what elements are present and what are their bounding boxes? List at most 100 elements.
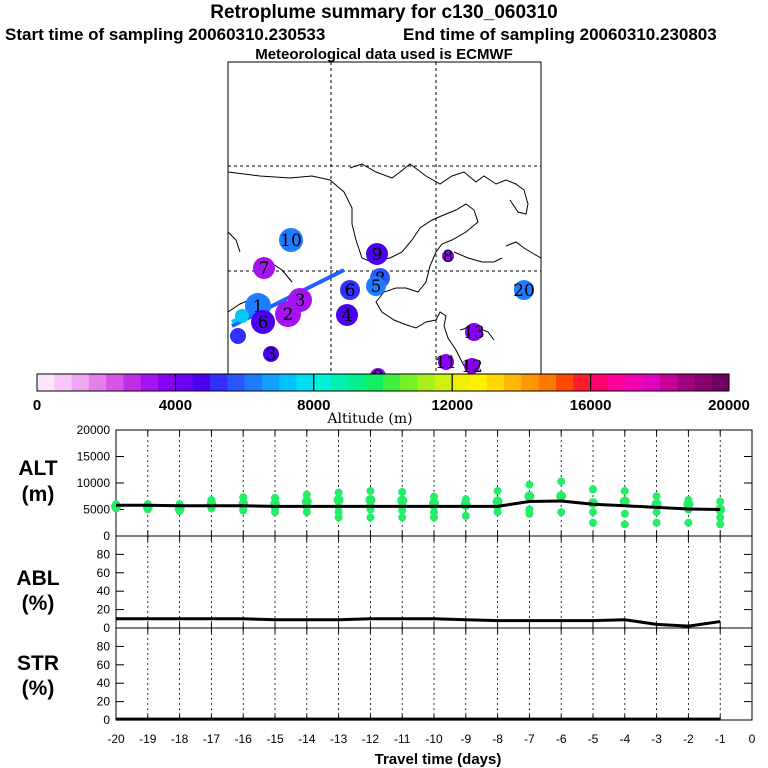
colorbar-tick-label: 0 — [33, 397, 41, 414]
colorbar-tick-label: 20000 — [708, 397, 750, 414]
colorbar-swatch — [210, 374, 228, 391]
x-tick-label: -4 — [619, 732, 630, 746]
x-tick-label: -12 — [362, 732, 380, 746]
colorbar-swatch — [521, 374, 540, 391]
map-marker: 9 — [366, 243, 388, 265]
met-data-label: Meteorological data used is ECMWF — [255, 46, 513, 63]
colorbar-swatch — [590, 374, 609, 391]
colorbar-swatch — [140, 374, 159, 391]
plume-point — [620, 486, 629, 495]
marker-dot — [340, 280, 360, 300]
marker-dot — [442, 250, 454, 262]
colorbar-tick-label: 12000 — [431, 397, 473, 414]
plume-point — [652, 518, 661, 527]
x-tick-label: -6 — [556, 732, 567, 746]
plume-point — [334, 513, 343, 522]
x-tick-label: -14 — [298, 732, 316, 746]
map-marker: 13 — [463, 323, 485, 343]
map-marker: 8 — [442, 247, 454, 267]
x-tick-label: -5 — [588, 732, 599, 746]
median-altitude-line — [116, 499, 721, 511]
panel-unit: (m) — [22, 483, 55, 506]
colorbar-tick-label: 16000 — [570, 397, 612, 414]
colorbar-swatch — [417, 374, 436, 391]
colorbar-swatch — [244, 374, 263, 391]
marker-dot — [465, 323, 483, 341]
colorbar-swatch — [313, 374, 332, 391]
colorbar-swatch — [677, 374, 695, 391]
plume-point — [589, 518, 597, 527]
colorbar-swatch — [711, 374, 730, 391]
colorbar-swatch — [192, 374, 211, 391]
y-tick-label: 20000 — [77, 423, 111, 437]
plume-point — [334, 488, 343, 497]
plume-point — [493, 508, 502, 517]
plume-point — [589, 508, 597, 517]
plume-point — [557, 477, 566, 486]
map-marker: 3 — [263, 345, 279, 365]
marker-label: 5 — [371, 277, 382, 297]
marker-dot — [253, 257, 275, 279]
map-markers: 10987564321632013111289 — [230, 228, 535, 387]
marker-label: 13 — [463, 323, 485, 343]
map-marker: 20 — [513, 280, 535, 301]
colorbar-swatch — [607, 374, 626, 391]
colorbar-swatch — [365, 374, 384, 391]
y-tick-label: 60 — [97, 566, 111, 580]
x-tick-label: -20 — [107, 732, 125, 746]
colorbar-swatch — [106, 374, 124, 391]
plume-point — [398, 513, 407, 522]
x-tick-label: -19 — [139, 732, 157, 746]
colorbar-swatch — [296, 374, 315, 391]
plume-point — [302, 508, 311, 517]
marker-dot — [366, 276, 386, 296]
colorbar-swatch — [486, 374, 505, 391]
plume-point — [524, 491, 535, 502]
colorbar-swatch — [642, 374, 661, 391]
colorbar-swatch — [400, 374, 419, 391]
y-tick-label: 15000 — [77, 450, 111, 464]
plume-point — [366, 486, 375, 495]
y-tick-label: 80 — [97, 547, 111, 561]
plume-point — [716, 497, 725, 506]
plume-point — [525, 480, 534, 489]
marker-dot — [438, 354, 454, 370]
plume-point — [493, 486, 502, 495]
colorbar-swatch — [694, 374, 713, 391]
map-marker: 6 — [251, 310, 275, 334]
x-tick-label: -10 — [425, 732, 443, 746]
y-tick-label: 20 — [97, 695, 111, 709]
colorbar-swatch — [573, 374, 592, 391]
marker-label: 3 — [266, 345, 277, 365]
x-tick-label: -1 — [715, 732, 726, 746]
marker-dot — [263, 346, 279, 362]
marker-label: 20 — [513, 281, 535, 301]
panel-unit: (%) — [22, 592, 55, 615]
y-tick-label: 0 — [103, 529, 110, 543]
x-tick-label: -11 — [394, 732, 411, 746]
colorbar-swatch — [71, 374, 90, 391]
plume-point — [239, 493, 248, 502]
panel-unit: (%) — [22, 677, 55, 700]
colorbar-swatch — [261, 374, 280, 391]
plume-point — [652, 492, 661, 501]
end-time-label: End time of sampling 20060310.230803 — [403, 25, 717, 44]
x-tick-label: 0 — [749, 732, 756, 746]
colorbar-swatch — [331, 374, 349, 391]
map-marker: 2 — [275, 301, 301, 327]
marker-label: 6 — [258, 313, 269, 333]
y-tick-label: 60 — [97, 658, 111, 672]
marker-dot — [279, 228, 303, 252]
y-tick-label: 0 — [103, 713, 110, 727]
plume-point — [716, 513, 725, 522]
marker-dot — [230, 328, 246, 344]
marker-dot — [464, 358, 480, 374]
marker-dot — [251, 310, 275, 334]
x-tick-label: -7 — [524, 732, 535, 746]
plume-point — [366, 513, 375, 522]
colorbar-swatch — [556, 374, 574, 391]
plume-point — [620, 509, 629, 518]
chart-title: Retroplume summary for c130_060310 — [210, 2, 558, 23]
panel-label: ALT — [18, 457, 57, 480]
plume-point — [239, 506, 248, 515]
